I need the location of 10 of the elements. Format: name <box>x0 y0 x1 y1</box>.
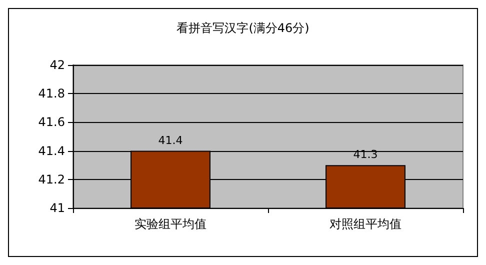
data-label: 41.4 <box>158 134 183 147</box>
y-tick-label: 41.8 <box>38 86 65 101</box>
x-tick-label: 对照组平均值 <box>330 217 402 231</box>
y-tick-label: 41 <box>50 201 65 215</box>
x-tick-label: 实验组平均值 <box>134 217 206 231</box>
y-tick-label: 41.6 <box>38 115 65 130</box>
y-tick-label: 42 <box>50 58 65 72</box>
y-tick-label: 41.4 <box>38 144 65 158</box>
y-tick-label: 41.2 <box>38 172 65 186</box>
chart-title: 看拼音写汉字(满分46分) <box>176 21 310 35</box>
